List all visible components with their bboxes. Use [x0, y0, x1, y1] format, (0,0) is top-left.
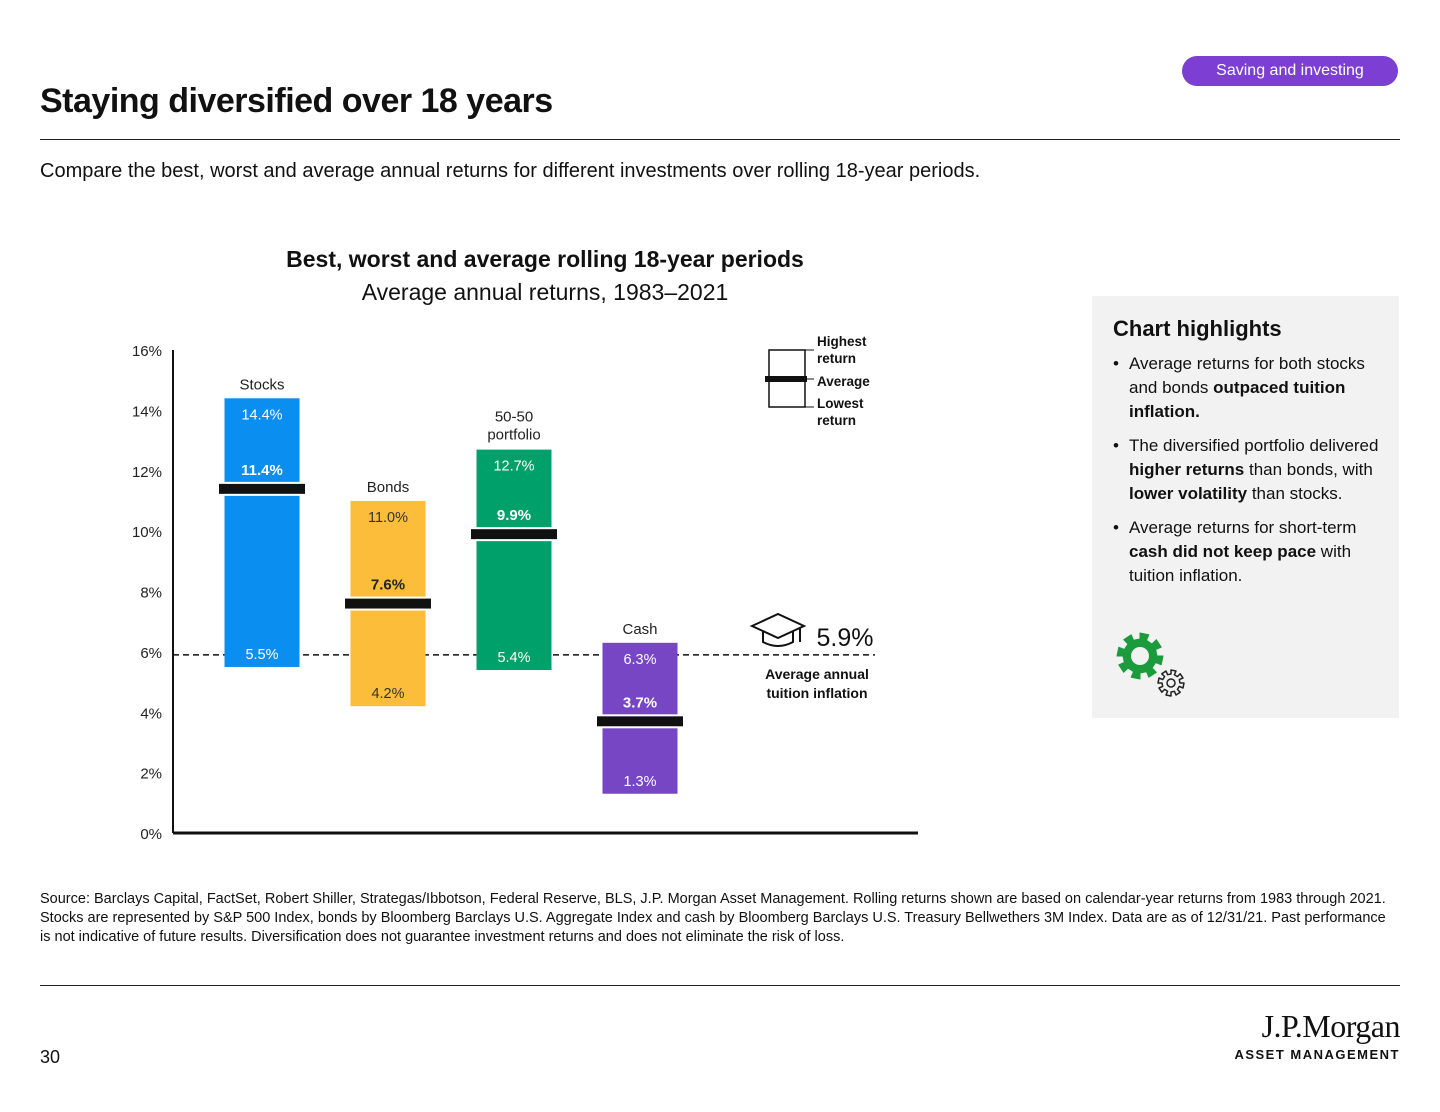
highlights-list: Average returns for both stocks and bond…	[1113, 352, 1383, 598]
average-value-label: 11.4%	[241, 462, 283, 479]
highlight-item: The diversified portfolio delivered high…	[1113, 434, 1383, 506]
highlight-item: Average returns for short-term cash did …	[1113, 516, 1383, 588]
footer-divider	[40, 985, 1400, 986]
legend-lowest-label: return	[817, 413, 856, 428]
highlight-text: Average returns for short-term	[1129, 518, 1357, 537]
category-label: Bonds	[367, 479, 410, 496]
average-marker	[471, 529, 557, 540]
y-tick-label: 8%	[140, 585, 162, 602]
average-marker-gap	[602, 714, 678, 717]
header-divider	[40, 139, 1400, 140]
graduation-cap-icon	[749, 612, 807, 640]
y-tick-label: 2%	[140, 766, 162, 783]
average-marker	[345, 598, 431, 609]
tuition-inflation-value: 5.9%	[817, 624, 874, 652]
page-number: 30	[40, 1047, 61, 1067]
category-label: portfolio	[487, 427, 540, 444]
highlight-text: The diversified portfolio delivered	[1129, 436, 1379, 455]
legend-average-label: Average	[817, 374, 870, 389]
low-value-label: 4.2%	[371, 686, 404, 702]
highlight-emphasis: higher returns	[1129, 460, 1245, 479]
brand-subtitle: ASSET MANAGEMENT	[1234, 1047, 1400, 1062]
average-marker-gap	[602, 726, 678, 729]
highlights-title: Chart highlights	[1113, 316, 1282, 341]
tuition-inflation-caption: tuition inflation	[766, 685, 867, 701]
highlight-emphasis: lower volatility	[1129, 484, 1248, 503]
legend-highest-label: Highest	[817, 334, 867, 349]
average-marker-gap	[476, 527, 552, 530]
y-tick-label: 10%	[132, 524, 162, 541]
graduation-cap-icon	[762, 631, 794, 647]
average-marker	[219, 483, 305, 494]
small-gear-hole	[1166, 678, 1176, 688]
y-tick-label: 6%	[140, 645, 162, 662]
chart-title: Best, worst and average rolling 18-year …	[286, 246, 804, 272]
high-value-label: 12.7%	[493, 459, 534, 475]
highlight-item: Average returns for both stocks and bond…	[1113, 352, 1383, 424]
y-tick-label: 0%	[140, 826, 162, 843]
tuition-inflation-caption: Average annual	[765, 666, 869, 682]
category-label: Cash	[622, 621, 657, 638]
large-gear-hole	[1131, 647, 1149, 665]
returns-chart: Best, worst and average rolling 18-year …	[132, 246, 918, 843]
legend-lowest-label: Lowest	[817, 396, 864, 411]
brand-logo: J.P.Morgan ASSET MANAGEMENT	[1160, 1008, 1400, 1062]
highlight-emphasis: outpaced tuition inflation.	[1129, 378, 1346, 421]
average-marker	[597, 716, 683, 727]
low-value-label: 1.3%	[623, 774, 656, 790]
highlight-text: Average returns for both stocks and bond…	[1129, 354, 1365, 397]
highlight-text: with tuition inflation.	[1129, 542, 1352, 585]
chart-highlights-panel: Chart highlights Average returns for bot…	[1092, 296, 1399, 718]
average-marker-gap	[350, 608, 426, 611]
average-value-label: 9.9%	[497, 507, 531, 524]
high-value-label: 6.3%	[623, 652, 656, 668]
average-value-label: 3.7%	[623, 694, 657, 711]
highlight-text: than stocks.	[1247, 484, 1343, 503]
legend-highest-label: return	[817, 351, 856, 366]
range-bar	[224, 398, 300, 667]
high-value-label: 14.4%	[241, 407, 282, 423]
y-tick-label: 4%	[140, 705, 162, 722]
page-subtitle: Compare the best, worst and average annu…	[40, 160, 981, 182]
category-label: 50-50	[495, 409, 533, 426]
chart-subtitle: Average annual returns, 1983–2021	[362, 279, 729, 305]
page-title: Staying diversified over 18 years	[40, 82, 553, 120]
highlight-text: than bonds, with	[1244, 460, 1373, 479]
average-marker-gap	[476, 539, 552, 542]
y-tick-label: 14%	[132, 403, 162, 420]
category-badge[interactable]: Saving and investing	[1182, 56, 1398, 86]
highlight-emphasis: cash did not keep pace	[1129, 542, 1317, 561]
low-value-label: 5.5%	[245, 647, 278, 663]
low-value-label: 5.4%	[497, 650, 530, 666]
average-marker-gap	[350, 596, 426, 599]
range-bar	[476, 449, 552, 670]
average-marker-gap	[224, 481, 300, 484]
high-value-label: 11.0%	[368, 510, 408, 526]
source-note: Source: Barclays Capital, FactSet, Rober…	[40, 891, 1386, 945]
average-marker-gap	[224, 493, 300, 496]
y-tick-label: 16%	[132, 343, 162, 360]
category-label: Stocks	[239, 376, 284, 393]
legend-average-marker	[765, 376, 807, 382]
y-tick-label: 12%	[132, 464, 162, 481]
gears-icon	[1116, 632, 1185, 697]
brand-name: J.P.Morgan	[1261, 1008, 1401, 1044]
average-value-label: 7.6%	[371, 577, 405, 594]
